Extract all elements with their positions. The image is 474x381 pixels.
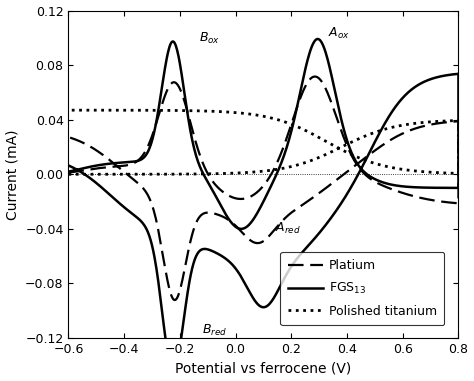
Legend: Platium, FGS$_{13}$, Polished titanium: Platium, FGS$_{13}$, Polished titanium xyxy=(280,251,445,325)
Text: $B_{ox}$: $B_{ox}$ xyxy=(200,31,220,46)
Platium xyxy=(172,298,177,302)
Platium xyxy=(197,153,203,158)
Platium xyxy=(436,121,441,126)
Polished titanium xyxy=(393,166,399,171)
Polished titanium xyxy=(254,113,260,117)
FGS$_{13}$ xyxy=(197,165,203,169)
Polished titanium xyxy=(65,172,71,176)
FGS$_{13}$ xyxy=(169,40,175,44)
Platium xyxy=(312,74,318,79)
Text: $B_{red}$: $B_{red}$ xyxy=(202,323,228,338)
Platium xyxy=(419,124,425,129)
FGS$_{13}$ xyxy=(329,76,335,81)
Text: $A_{ox}$: $A_{ox}$ xyxy=(328,26,349,40)
FGS$_{13}$ xyxy=(419,80,425,85)
FGS$_{13}$ xyxy=(65,169,71,174)
FGS$_{13}$ xyxy=(436,75,441,79)
Platium xyxy=(405,192,410,197)
Platium xyxy=(65,170,71,175)
Polished titanium xyxy=(65,108,71,112)
Platium xyxy=(169,81,175,85)
Polished titanium xyxy=(349,152,355,157)
Line: Platium: Platium xyxy=(68,77,458,300)
Line: Polished titanium: Polished titanium xyxy=(68,110,458,174)
Polished titanium xyxy=(113,172,119,176)
X-axis label: Potential vs ferrocene (V): Potential vs ferrocene (V) xyxy=(175,362,352,375)
Platium xyxy=(65,135,71,139)
Y-axis label: Current (mA): Current (mA) xyxy=(6,129,19,219)
FGS$_{13}$ xyxy=(315,37,321,41)
Platium xyxy=(329,102,335,107)
FGS$_{13}$ xyxy=(65,163,71,168)
FGS$_{13}$ xyxy=(405,184,410,189)
Polished titanium xyxy=(373,161,378,166)
Polished titanium xyxy=(174,108,180,113)
Text: $A_{red}$: $A_{red}$ xyxy=(274,221,301,236)
Line: FGS$_{13}$: FGS$_{13}$ xyxy=(68,39,458,371)
FGS$_{13}$ xyxy=(171,369,176,374)
